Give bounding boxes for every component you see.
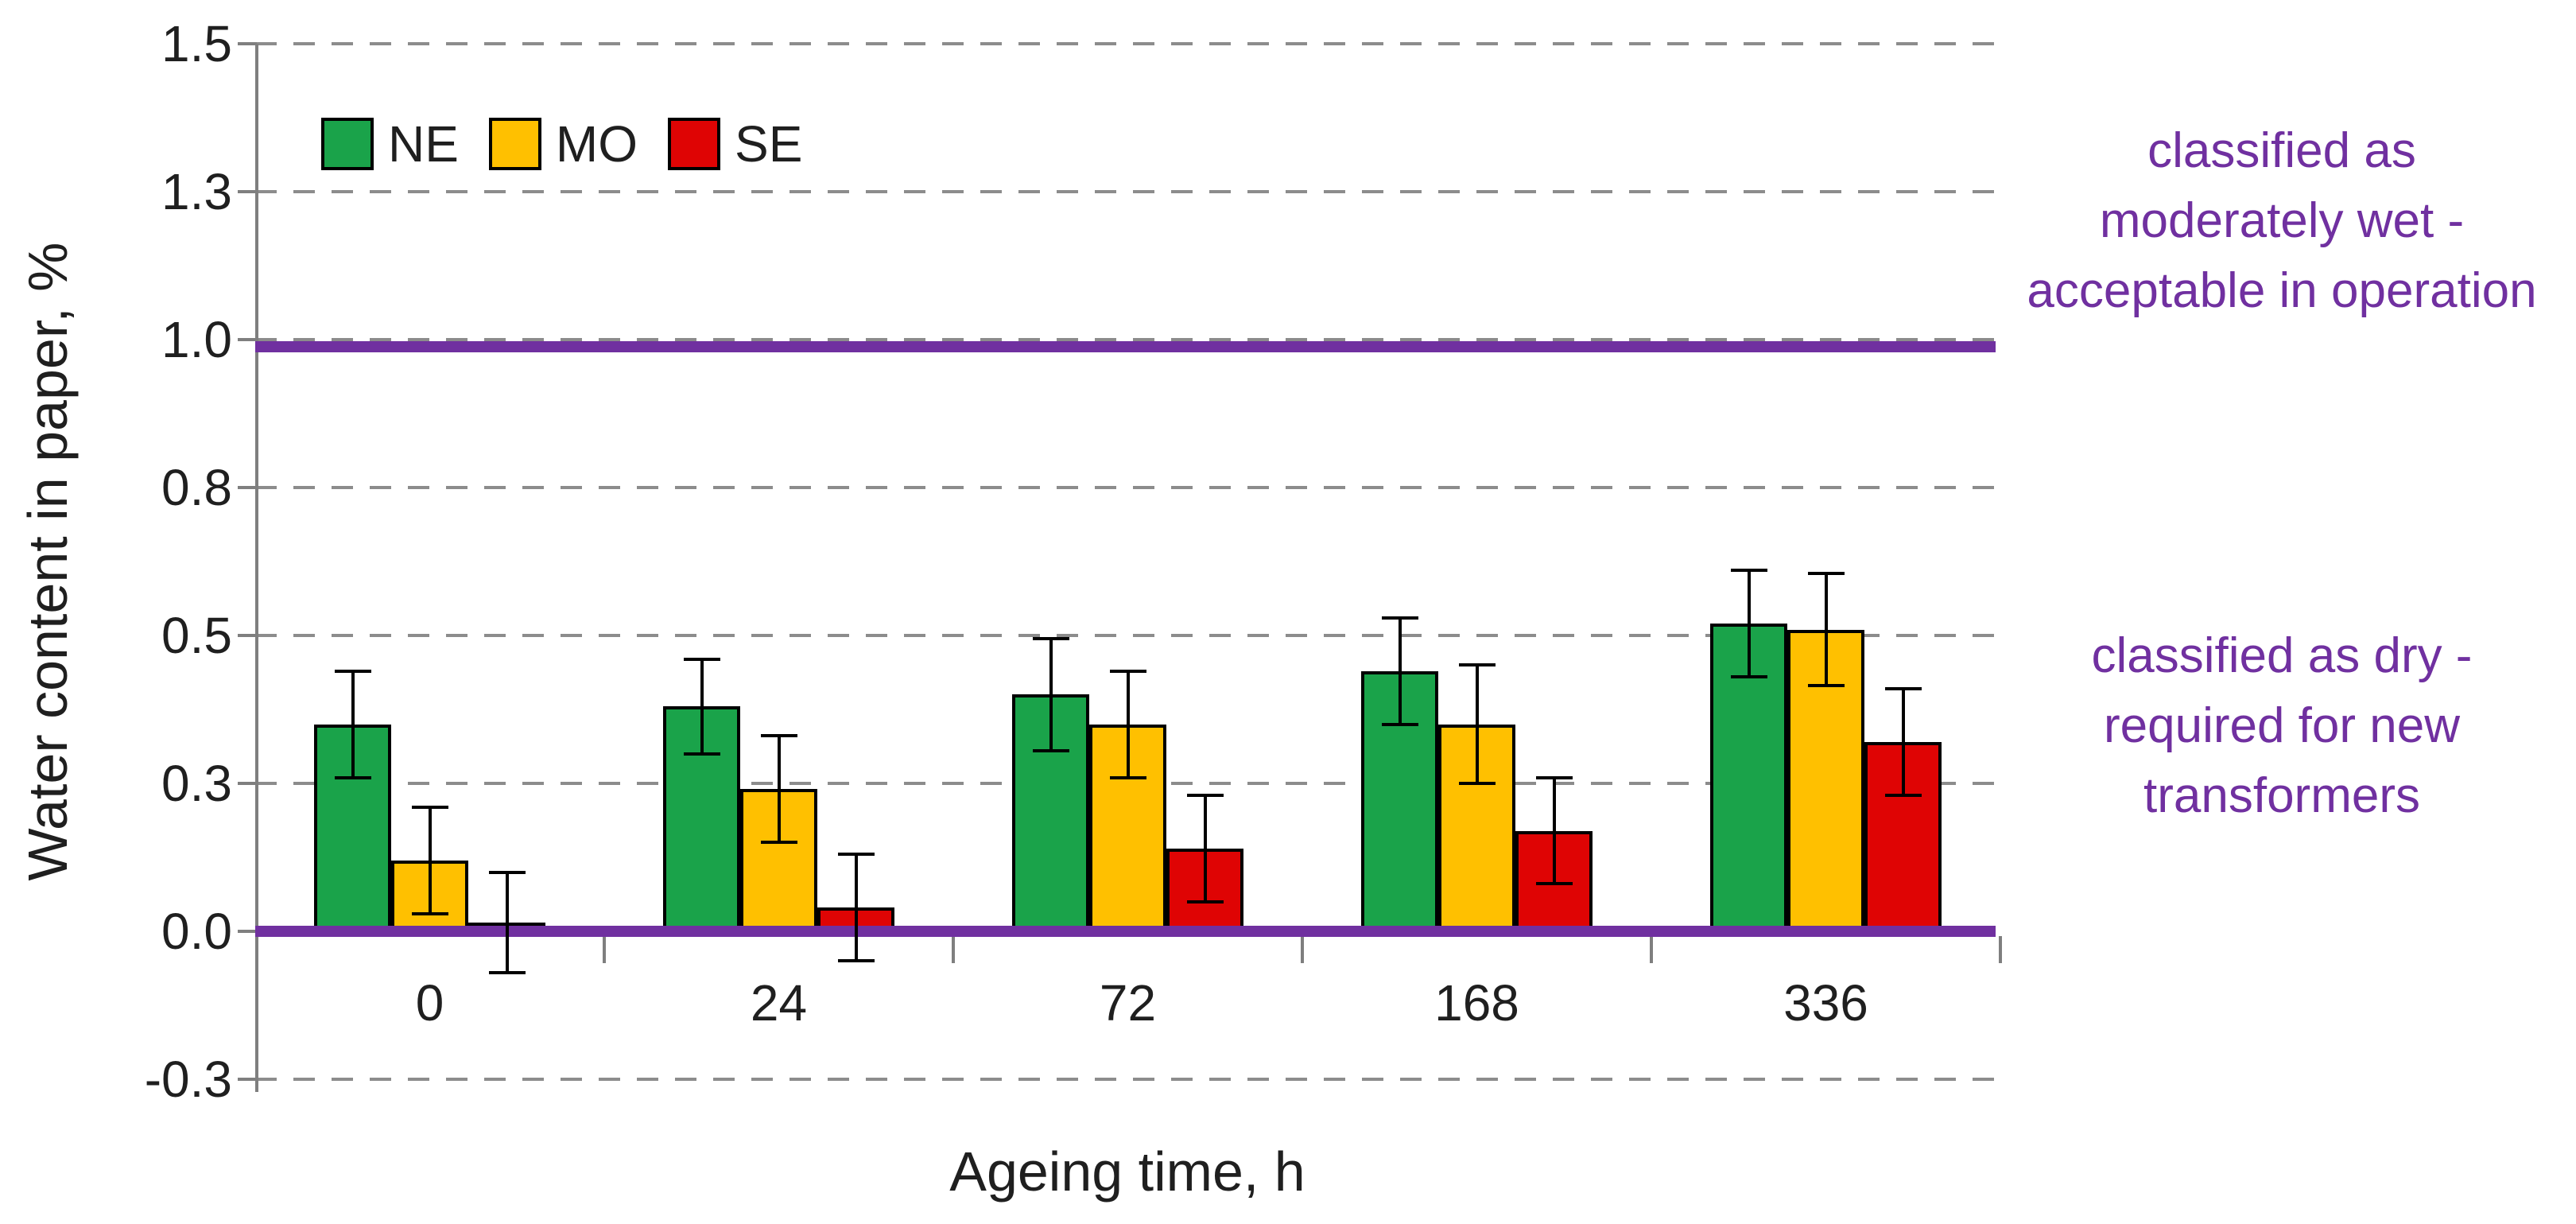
x-tick-label: 336 xyxy=(1783,974,1868,1032)
error-cap-bottom xyxy=(488,971,526,975)
y-tick-mark xyxy=(238,42,257,45)
legend-item-se: SE xyxy=(668,118,802,170)
y-axis-line xyxy=(255,44,258,1092)
x-axis-boundary-tick xyxy=(1301,936,1304,963)
error-cap-bottom xyxy=(1807,684,1845,688)
error-cap-top xyxy=(411,805,448,809)
error-cap-bottom xyxy=(1535,882,1573,886)
y-tick-mark xyxy=(238,930,257,933)
error-cap-bottom xyxy=(1730,675,1767,679)
y-tick-mark xyxy=(238,634,257,637)
legend: NE MO SE xyxy=(321,118,802,170)
error-cap-bottom xyxy=(760,841,797,845)
y-tick-label: 0.8 xyxy=(161,459,232,516)
error-cap-top xyxy=(1807,571,1845,575)
error-cap-top xyxy=(1032,636,1069,640)
x-axis-boundary-tick xyxy=(603,936,606,963)
y-tick-mark xyxy=(238,1078,257,1081)
legend-label-se: SE xyxy=(735,115,803,173)
legend-swatch-mo-icon xyxy=(488,118,541,170)
error-cap-top xyxy=(1186,793,1224,797)
error-cap-bottom xyxy=(837,959,875,963)
error-bar-MO-72 xyxy=(1126,670,1130,778)
x-axis-boundary-tick xyxy=(1650,936,1653,963)
y-tick-label: 1.0 xyxy=(161,311,232,368)
annotation-dry: classified as dry - required for new tra… xyxy=(2091,628,2473,823)
x-tick-label: 24 xyxy=(750,974,808,1032)
threshold-line-0 xyxy=(255,926,1996,937)
error-cap-bottom xyxy=(683,752,720,756)
error-cap-top xyxy=(1730,569,1767,573)
y-tick-mark xyxy=(238,782,257,785)
error-cap-top xyxy=(837,853,875,857)
error-cap-top xyxy=(1535,775,1573,779)
gridline-1.5 xyxy=(255,42,2000,45)
legend-swatch-ne-icon xyxy=(321,118,374,170)
y-tick-label: 1.5 xyxy=(161,15,232,72)
x-axis-boundary-tick xyxy=(952,936,955,963)
x-tick-label: 0 xyxy=(415,974,444,1032)
error-cap-bottom xyxy=(1381,722,1418,726)
legend-item-ne: NE xyxy=(321,118,459,170)
legend-label-mo: MO xyxy=(555,115,638,173)
y-tick-label: 0.5 xyxy=(161,607,232,664)
error-cap-bottom xyxy=(1884,793,1922,797)
error-bar-MO-24 xyxy=(777,736,781,843)
legend-item-mo: MO xyxy=(488,115,638,173)
error-bar-NE-336 xyxy=(1747,570,1751,678)
error-bar-SE-72 xyxy=(1203,795,1207,902)
gridline-0.8 xyxy=(255,486,2000,489)
y-axis-title: Water content in paper, % xyxy=(17,242,79,881)
error-cap-top xyxy=(1458,663,1496,667)
x-tick-label: 72 xyxy=(1099,974,1157,1032)
error-cap-bottom xyxy=(334,775,371,779)
error-cap-bottom xyxy=(1032,749,1069,753)
error-bar-NE-72 xyxy=(1049,638,1053,752)
y-tick-mark xyxy=(238,486,257,489)
error-cap-bottom xyxy=(1186,900,1224,903)
x-axis-boundary-tick xyxy=(1999,936,2002,963)
error-cap-top xyxy=(683,657,720,661)
error-bar-NE-24 xyxy=(700,659,704,754)
legend-label-ne: NE xyxy=(388,115,459,173)
annotation-moderately-wet: classified as moderately wet - acceptabl… xyxy=(2027,123,2537,318)
error-cap-top xyxy=(488,870,526,874)
gridline-0.5 xyxy=(255,634,2000,637)
error-bar-SE-24 xyxy=(854,854,858,962)
x-tick-label: 168 xyxy=(1434,974,1519,1032)
error-bar-MO-168 xyxy=(1475,665,1479,783)
error-cap-top xyxy=(334,669,371,673)
error-cap-bottom xyxy=(1109,775,1146,779)
y-tick-label: -0.3 xyxy=(144,1051,232,1108)
y-tick-label: 0.0 xyxy=(161,903,232,960)
error-bar-NE-0 xyxy=(351,670,355,778)
error-cap-top xyxy=(760,734,797,738)
error-bar-SE-0 xyxy=(505,872,509,973)
y-tick-mark xyxy=(238,190,257,193)
error-bar-SE-336 xyxy=(1901,688,1905,795)
y-tick-label: 1.3 xyxy=(161,163,232,220)
error-bar-NE-168 xyxy=(1398,617,1402,725)
y-tick-mark xyxy=(238,338,257,341)
error-cap-bottom xyxy=(411,911,448,915)
error-cap-top xyxy=(1884,686,1922,690)
gridline-1.3 xyxy=(255,190,2000,193)
threshold-line-1 xyxy=(255,341,1996,352)
error-bar-SE-168 xyxy=(1552,777,1556,884)
error-bar-MO-0 xyxy=(428,806,432,914)
gridline-1.0 xyxy=(255,338,2000,341)
gridline--0.3 xyxy=(255,1078,2000,1081)
error-cap-top xyxy=(1381,616,1418,620)
y-tick-label: 0.3 xyxy=(161,755,232,812)
legend-swatch-se-icon xyxy=(668,118,720,170)
error-bar-MO-336 xyxy=(1824,573,1828,686)
error-cap-bottom xyxy=(1458,782,1496,785)
error-cap-top xyxy=(1109,669,1146,673)
x-axis-title: Ageing time, h xyxy=(949,1140,1305,1203)
